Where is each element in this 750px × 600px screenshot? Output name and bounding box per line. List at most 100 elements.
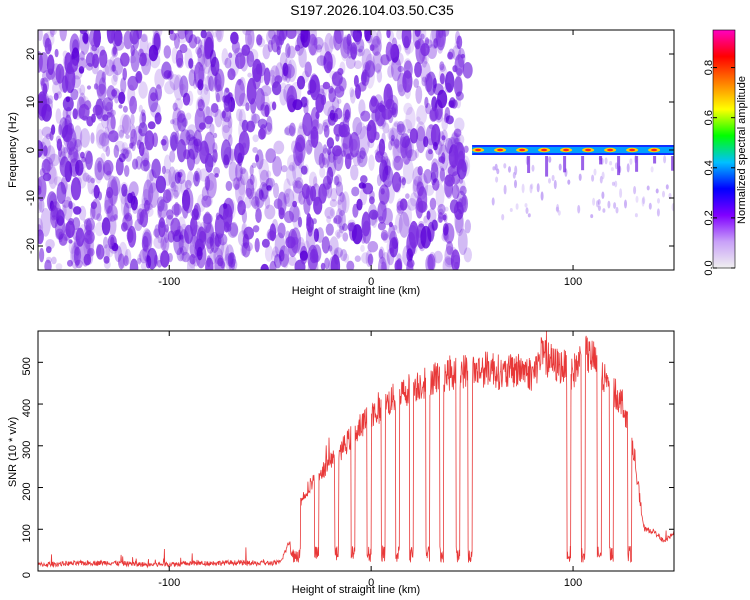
spectrogram-ytick-label: -10	[25, 190, 37, 206]
spectrogram-speckle	[514, 165, 518, 176]
spectrogram-speckle	[271, 219, 279, 235]
spectrogram-speckle	[223, 146, 234, 165]
spectrogram-speckle	[231, 177, 243, 189]
spectrogram-speckle	[342, 223, 348, 232]
spectrogram-speckle	[259, 169, 270, 187]
spectrogram-speckle	[298, 122, 304, 130]
spectrogram-speckle	[454, 54, 465, 77]
spectrogram-speckle	[427, 208, 437, 223]
signal-band-peak-max	[651, 148, 658, 152]
spectrogram-speckle	[334, 174, 342, 187]
spectrogram-speckle	[214, 232, 225, 258]
snr-ytick-label: 400	[21, 399, 33, 417]
spectrogram-ytick-label: 0	[25, 147, 37, 153]
spectrogram-speckle	[265, 148, 277, 164]
spectrogram-speckle	[139, 111, 146, 129]
spectrogram-speckle	[445, 115, 454, 125]
spectrogram-speckle	[264, 204, 276, 220]
signal-band-streak	[653, 156, 657, 164]
spectrogram-speckle	[394, 183, 401, 194]
spectrogram-speckle	[278, 245, 290, 268]
spectrogram-speckle	[85, 150, 93, 170]
signal-band-streak	[671, 156, 674, 171]
spectrogram-speckle	[330, 187, 338, 202]
spectrogram-speckle	[536, 183, 540, 193]
spectrogram-speckle	[407, 128, 412, 134]
spectrogram-speckle	[329, 209, 334, 217]
snr-series-line	[38, 331, 674, 569]
spectrogram-speckle	[319, 166, 326, 178]
spectrogram-speckle	[322, 157, 328, 166]
spectrogram-speckle	[300, 33, 305, 43]
spectrogram-speckle	[160, 250, 170, 268]
snr-xtick-label: 0	[368, 577, 374, 589]
spectrogram-speckle	[205, 106, 210, 116]
spectrogram-speckle	[63, 228, 71, 241]
spectrogram-speckle	[119, 113, 129, 134]
spectrogram-speckle	[103, 218, 108, 231]
spectrogram-speckle	[346, 260, 355, 270]
spectrogram-speckle	[361, 48, 372, 72]
spectrogram-speckle	[663, 155, 667, 164]
spectrogram-speckle	[197, 98, 204, 108]
spectrogram-speckle	[40, 77, 45, 86]
spectrogram-speckle	[46, 162, 57, 185]
spectrogram-speckle	[55, 263, 63, 270]
spectrogram-speckle	[529, 184, 533, 194]
spectrogram-speckle	[50, 30, 57, 36]
spectrogram-speckle	[340, 143, 350, 158]
spectrogram-speckle	[329, 109, 336, 121]
spectrogram-speckle	[112, 46, 118, 55]
spectrogram-ytick-label: 20	[25, 48, 37, 60]
spectrogram-speckle	[252, 225, 260, 233]
spectrogram-speckle	[624, 199, 627, 209]
spectrogram-speckle	[296, 75, 306, 90]
spectrogram-speckle	[318, 153, 325, 169]
spectrogram-speckle	[122, 148, 129, 159]
spectrogram-speckle	[94, 162, 103, 184]
signal-band-streak	[563, 156, 567, 173]
spectrogram-speckle	[368, 209, 379, 220]
spectrogram-speckle	[126, 228, 134, 243]
spectrogram-speckle	[53, 92, 59, 101]
spectrogram-speckle	[204, 221, 215, 244]
spectrogram-speckle	[333, 215, 342, 225]
spectrogram-speckle	[379, 159, 389, 182]
spectrogram-speckle	[451, 184, 460, 200]
spectrogram-speckle	[122, 114, 132, 135]
spectrogram-speckle	[143, 202, 149, 219]
spectrogram-speckle	[656, 208, 660, 217]
spectrogram-speckle	[308, 130, 316, 148]
spectrogram-speckle	[103, 244, 110, 263]
spectrogram-speckle	[118, 153, 126, 163]
spectrogram-speckle	[268, 101, 275, 112]
spectrogram-speckle	[128, 55, 137, 64]
spectrogram-speckle	[665, 184, 669, 190]
spectrogram-speckle	[181, 117, 188, 127]
spectrogram-speckle	[205, 179, 214, 191]
spectrogram-speckle	[671, 203, 674, 212]
spectrogram-speckle	[302, 112, 313, 137]
spectrogram-speckle	[273, 254, 282, 269]
spectrogram-speckle	[252, 147, 258, 153]
spectrogram-speckle	[463, 145, 469, 153]
spectrogram-speckle	[292, 200, 297, 208]
spectrogram-speckle	[272, 156, 282, 177]
spectrogram-speckle	[388, 140, 393, 151]
spectrogram-speckle	[382, 165, 394, 188]
spectrogram-speckle	[49, 131, 54, 141]
spectrogram-speckle	[527, 213, 531, 218]
spectrogram-speckle	[443, 212, 448, 223]
spectrogram-speckle	[350, 89, 356, 104]
spectrogram-speckle	[453, 201, 464, 220]
spectrogram-speckle	[187, 136, 199, 160]
spectrogram-speckle	[56, 138, 63, 151]
spectrogram-speckle	[358, 182, 365, 189]
spectrogram-speckle	[162, 189, 172, 204]
spectrogram-speckle	[380, 229, 389, 241]
spectrogram-speckle	[414, 30, 421, 37]
spectrogram-speckle	[378, 184, 390, 205]
spectrogram-speckle	[78, 92, 86, 109]
spectrogram-speckle	[590, 214, 594, 219]
